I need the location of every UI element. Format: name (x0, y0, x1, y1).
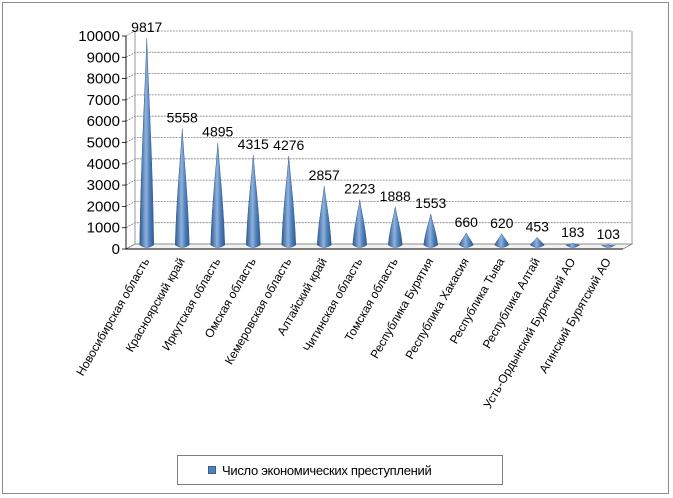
data-label: 453 (526, 218, 550, 234)
bar (210, 142, 226, 248)
y-tick-label: 9000 (87, 49, 120, 66)
gridline (125, 137, 632, 143)
y-tick-label: 4000 (87, 156, 120, 173)
chart-plot: 0 1000 2000 3000 4000 5000 6000 7000 8000 9000 100… (73, 19, 634, 411)
bar (458, 232, 474, 248)
y-tick-label: 6000 (87, 113, 120, 130)
x-tick-label: Республика Хакасия (403, 256, 472, 362)
bar (139, 37, 155, 248)
gridline (125, 200, 632, 207)
data-label: 620 (490, 215, 514, 231)
data-label: 9817 (131, 19, 162, 35)
bar (601, 244, 616, 248)
bar (529, 236, 545, 248)
gridline (125, 51, 632, 58)
chart-floor (124, 243, 634, 250)
data-label: 5558 (167, 110, 198, 126)
gridline (125, 179, 632, 186)
gridline (125, 243, 632, 250)
gridline (125, 94, 632, 101)
data-label: 183 (561, 224, 585, 240)
gridline (125, 30, 632, 37)
bar (352, 199, 368, 248)
gridline (125, 158, 632, 165)
data-label: 4276 (273, 137, 304, 153)
y-tick-label: 1000 (87, 220, 120, 237)
chart-frame: 0 1000 2000 3000 4000 5000 6000 7000 8000 9000 100… (2, 2, 669, 494)
gridline (125, 222, 632, 229)
y-tick-label: 3000 (87, 177, 120, 194)
bar (316, 186, 332, 248)
x-tick-label: Республика Бурятия (367, 256, 436, 361)
data-label: 1888 (380, 188, 411, 204)
y-tick-label: 7000 (87, 92, 120, 109)
bar (174, 128, 190, 248)
bar (565, 242, 580, 248)
legend: Число экономических преступлений (177, 455, 503, 485)
y-tick-label: 5000 (87, 135, 120, 152)
gridline (125, 73, 632, 79)
bar (387, 206, 403, 248)
data-label: 660 (455, 214, 479, 230)
bar (245, 155, 261, 248)
y-tick-label: 0 (112, 241, 120, 258)
y-tick-label: 8000 (87, 71, 120, 88)
y-tick-label: 10000 (78, 28, 120, 45)
data-label: 1553 (415, 195, 446, 211)
data-label: 4315 (238, 136, 269, 152)
x-tick-label: Агинский Бурятский АО (536, 256, 613, 376)
data-label: 4895 (202, 124, 233, 140)
data-label: 2857 (309, 167, 340, 183)
bar (494, 233, 510, 248)
data-label: 103 (597, 226, 621, 242)
data-label: 2223 (344, 181, 375, 197)
gridline (125, 115, 632, 122)
y-tick-label: 2000 (87, 198, 120, 215)
x-tick-label: Кемеровская область (222, 256, 294, 367)
bar (423, 213, 439, 248)
bar (281, 155, 297, 248)
legend-label: Число экономических преступлений (222, 462, 432, 478)
legend-swatch (208, 466, 216, 474)
